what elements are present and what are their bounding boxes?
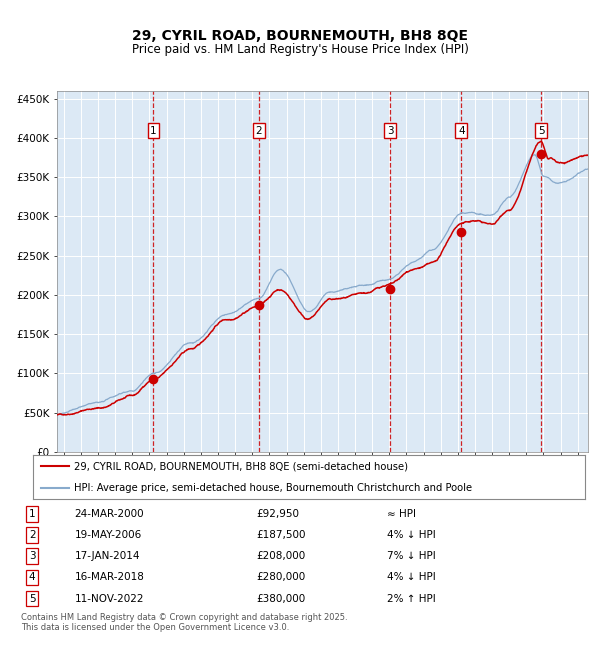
Text: 2: 2 (256, 125, 262, 136)
Text: 16-MAR-2018: 16-MAR-2018 (75, 573, 145, 582)
Text: 2% ↑ HPI: 2% ↑ HPI (386, 593, 436, 603)
Text: 1: 1 (150, 125, 157, 136)
Text: £280,000: £280,000 (256, 573, 305, 582)
Text: £187,500: £187,500 (256, 530, 305, 540)
Text: Contains HM Land Registry data © Crown copyright and database right 2025.
This d: Contains HM Land Registry data © Crown c… (21, 613, 347, 632)
Text: 19-MAY-2006: 19-MAY-2006 (75, 530, 142, 540)
Text: £380,000: £380,000 (256, 593, 305, 603)
Text: 29, CYRIL ROAD, BOURNEMOUTH, BH8 8QE: 29, CYRIL ROAD, BOURNEMOUTH, BH8 8QE (132, 29, 468, 44)
Text: 4: 4 (29, 573, 35, 582)
Text: Price paid vs. HM Land Registry's House Price Index (HPI): Price paid vs. HM Land Registry's House … (131, 43, 469, 56)
Text: 7% ↓ HPI: 7% ↓ HPI (386, 551, 436, 562)
Text: 29, CYRIL ROAD, BOURNEMOUTH, BH8 8QE (semi-detached house): 29, CYRIL ROAD, BOURNEMOUTH, BH8 8QE (se… (74, 461, 409, 471)
Text: 4% ↓ HPI: 4% ↓ HPI (386, 530, 436, 540)
Text: 4% ↓ HPI: 4% ↓ HPI (386, 573, 436, 582)
Text: 1: 1 (29, 510, 35, 519)
Text: 5: 5 (29, 593, 35, 603)
Text: ≈ HPI: ≈ HPI (386, 510, 416, 519)
Text: 24-MAR-2000: 24-MAR-2000 (75, 510, 145, 519)
Text: 5: 5 (538, 125, 544, 136)
Text: £208,000: £208,000 (256, 551, 305, 562)
Text: £92,950: £92,950 (256, 510, 299, 519)
Text: 3: 3 (386, 125, 394, 136)
Text: 2: 2 (29, 530, 35, 540)
Text: 11-NOV-2022: 11-NOV-2022 (75, 593, 144, 603)
Text: 3: 3 (29, 551, 35, 562)
Text: 17-JAN-2014: 17-JAN-2014 (75, 551, 140, 562)
Text: HPI: Average price, semi-detached house, Bournemouth Christchurch and Poole: HPI: Average price, semi-detached house,… (74, 483, 473, 493)
Text: 4: 4 (458, 125, 465, 136)
